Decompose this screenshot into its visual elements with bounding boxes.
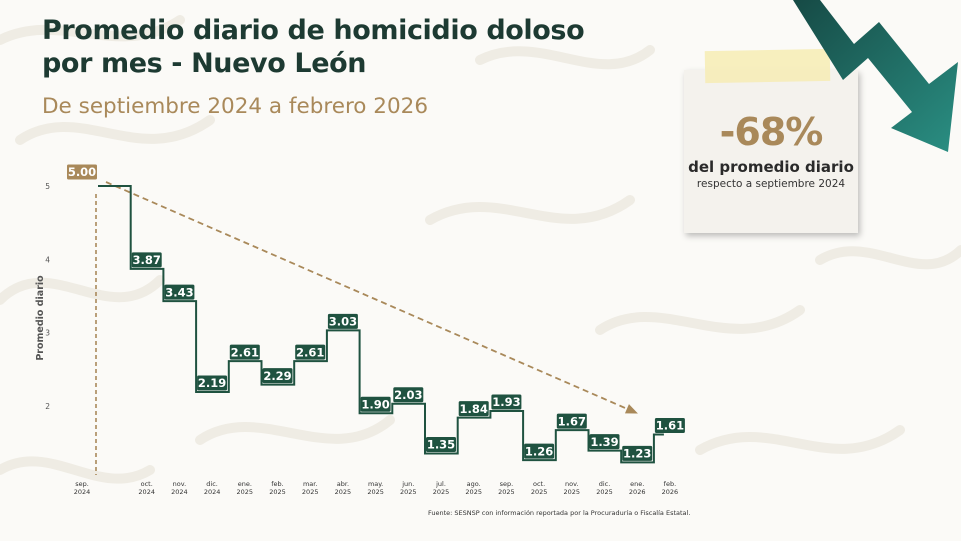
data-label-box: [393, 387, 424, 403]
stat-card: -68% del promedio diario respecto a sept…: [684, 70, 858, 233]
data-label-box: [131, 252, 162, 268]
data-label: 1.84: [460, 402, 488, 416]
data-label-box: [458, 401, 489, 417]
x-tick-label: mar. 2025: [302, 480, 319, 496]
stat-line-2: respecto a septiembre 2024: [696, 178, 846, 190]
x-tick-label: nov. 2024: [171, 480, 188, 496]
stat-line-1: del promedio diario: [688, 158, 854, 176]
data-label: 1.90: [361, 397, 389, 411]
data-label: 1.23: [623, 447, 651, 461]
x-tick-label: ene. 2026: [629, 480, 646, 496]
data-label-box: [589, 434, 620, 450]
y-tick-label: 3: [45, 329, 50, 338]
trend-line: [105, 181, 636, 414]
x-tick-label: sep. 2024: [74, 480, 91, 496]
data-label-box: [622, 445, 653, 461]
x-tick-label: feb. 2026: [662, 480, 679, 496]
series-line: [98, 185, 664, 464]
data-label-box: [295, 344, 326, 360]
data-label-box: [524, 443, 555, 459]
page-title: Promedio diario de homicidio doloso por …: [42, 14, 585, 80]
x-tick-label: ago. 2025: [465, 480, 482, 496]
data-label-box: [327, 313, 358, 329]
data-label: 1.39: [590, 435, 618, 449]
y-tick-label: 4: [45, 255, 50, 264]
x-tick-label: oct. 2025: [531, 480, 548, 496]
data-label-box: [556, 413, 587, 429]
data-label: 1.93: [492, 395, 520, 409]
data-label: 3.87: [133, 253, 161, 267]
data-label-box: [426, 437, 456, 453]
data-label-box: [654, 417, 685, 433]
stat-percent: -68%: [719, 110, 824, 154]
data-label-box: [67, 164, 97, 180]
data-label: 2.03: [394, 388, 422, 402]
data-label: 2.61: [231, 345, 259, 359]
x-tick-label: ene. 2025: [237, 480, 254, 496]
data-label-box: [229, 344, 260, 360]
x-tick-label: oct. 2024: [138, 480, 155, 496]
data-label: 2.29: [263, 369, 291, 383]
data-label: 2.19: [198, 376, 226, 390]
x-tick-label: may. 2025: [367, 480, 384, 496]
data-label: 1.61: [656, 419, 684, 433]
data-label: 1.26: [525, 444, 553, 458]
x-tick-label: jul. 2025: [433, 480, 450, 496]
x-tick-label: abr. 2025: [335, 480, 352, 496]
data-label: 3.43: [165, 285, 193, 299]
data-label: 1.67: [558, 414, 586, 428]
y-tick-label: 5: [45, 182, 50, 191]
data-label-box: [197, 375, 228, 391]
x-tick-label: sep. 2025: [498, 480, 515, 496]
title-line-2: por mes - Nuevo León: [42, 48, 367, 79]
data-label: 2.61: [296, 345, 324, 359]
x-tick-label: nov. 2025: [564, 480, 581, 496]
x-tick-label: feb. 2025: [269, 480, 286, 496]
data-label-box: [491, 394, 522, 410]
data-label: 1.35: [427, 438, 455, 452]
x-tick-label: dic. 2024: [204, 480, 221, 496]
data-label-box: [360, 396, 391, 412]
data-label: 3.03: [329, 315, 357, 329]
source-note: Fuente: SESNSP con información reportada…: [428, 509, 691, 517]
data-label: 5.00: [68, 165, 96, 179]
data-label-box: [262, 368, 293, 384]
data-label-box: [164, 284, 195, 300]
y-axis-label: Promedio diario: [35, 275, 46, 361]
x-tick-label: jun. 2025: [400, 480, 417, 496]
trend-arrowhead: [624, 404, 638, 414]
title-line-1: Promedio diario de homicidio doloso: [42, 15, 585, 46]
x-tick-label: dic. 2025: [596, 480, 613, 496]
page-subtitle: De septiembre 2024 a febrero 2026: [42, 94, 429, 119]
y-tick-label: 2: [45, 402, 50, 411]
